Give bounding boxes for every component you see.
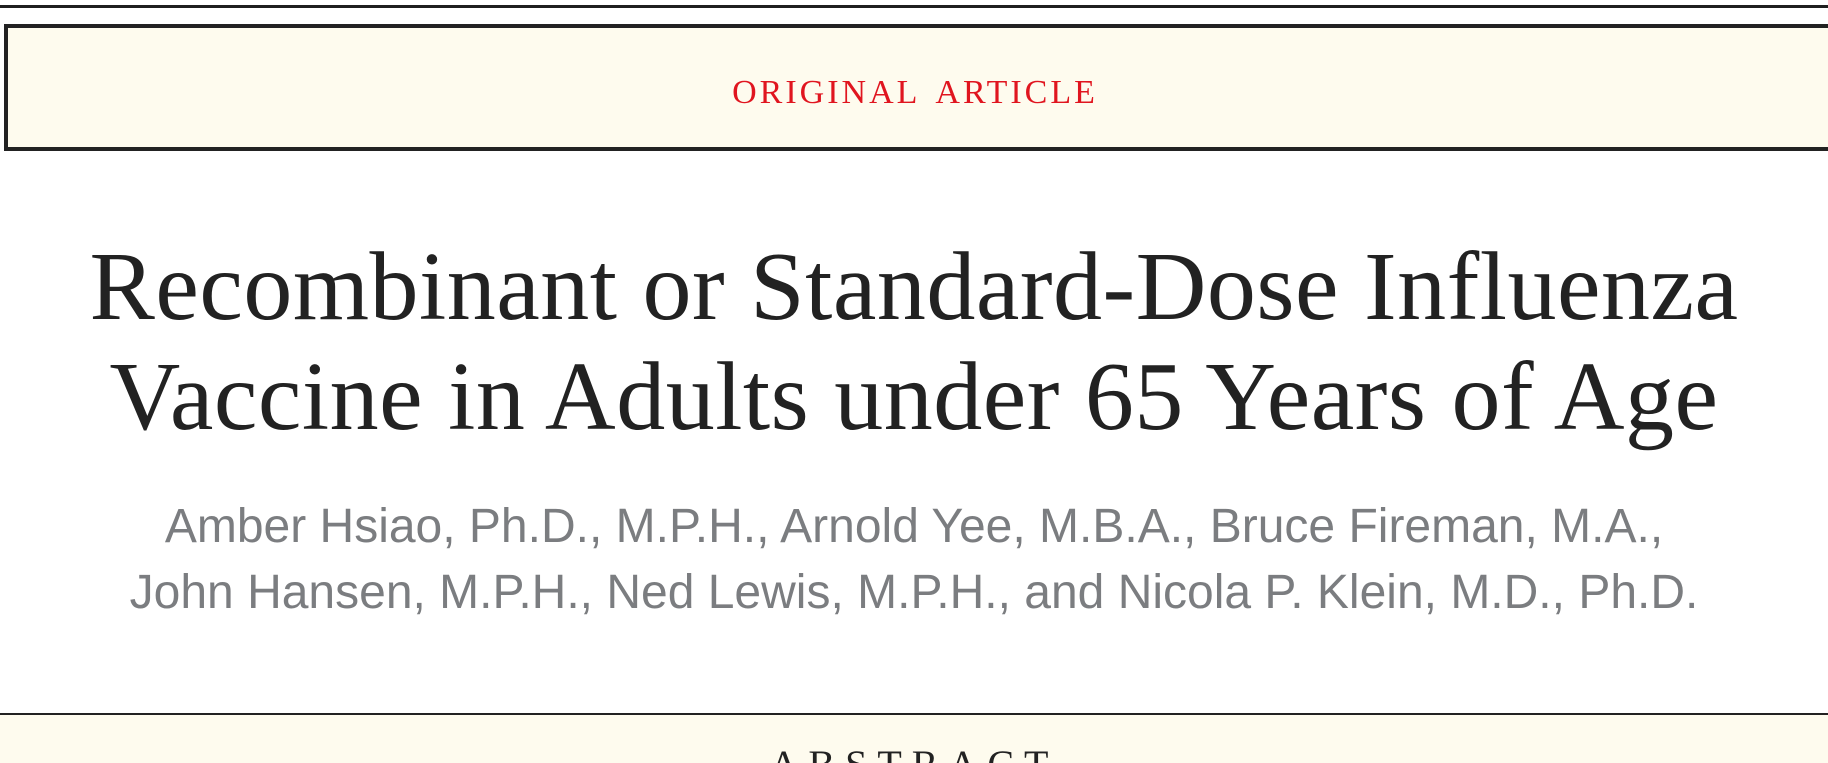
article-title: Recombinant or Standard-Dose Influenza V… [0,232,1828,452]
title-line-1: Recombinant or Standard-Dose Influenza [89,233,1739,341]
abstract-section-header: ABSTRACT [0,713,1828,763]
author-line-2: John Hansen, M.P.H., Ned Lewis, M.P.H., … [129,566,1699,619]
author-list: Amber Hsiao, Ph.D., M.P.H., Arnold Yee, … [0,494,1828,626]
title-line-2: Vaccine in Adults under 65 Years of Age [109,343,1719,451]
article-type-label: ORIGINAL ARTICLE [732,60,1098,114]
author-line-1: Amber Hsiao, Ph.D., M.P.H., Arnold Yee, … [164,500,1664,553]
top-rule [0,5,1828,8]
abstract-heading: ABSTRACT [0,745,1828,763]
article-type-banner: ORIGINAL ARTICLE [4,24,1828,151]
